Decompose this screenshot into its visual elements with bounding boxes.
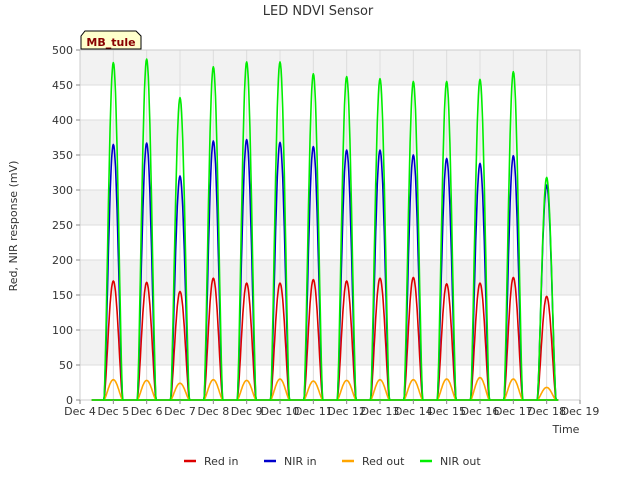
x-tick-label: Dec 14 xyxy=(394,405,433,418)
y-tick-label: 400 xyxy=(52,114,73,127)
x-tick-label: Dec 19 xyxy=(561,405,600,418)
x-tick-label: Dec 17 xyxy=(494,405,533,418)
gridlines xyxy=(79,49,581,401)
y-tick-label: 250 xyxy=(52,219,73,232)
chart-title: LED NDVI Sensor xyxy=(263,4,374,19)
x-tick-label: Dec 12 xyxy=(327,405,366,418)
y-tick-label: 450 xyxy=(52,79,73,92)
legend-item: Red in xyxy=(184,455,238,468)
y-tick-label: 200 xyxy=(52,254,73,267)
site-badge-label: MB_tule xyxy=(86,36,135,49)
x-tick-label: Dec 10 xyxy=(261,405,300,418)
x-tick-label: Dec 11 xyxy=(294,405,333,418)
plot-band xyxy=(80,260,580,295)
y-tick-label: 150 xyxy=(52,289,73,302)
x-tick-label: Dec 16 xyxy=(461,405,500,418)
x-tick-label: Dec 9 xyxy=(231,405,263,418)
legend-label: Red in xyxy=(204,455,238,468)
legend-item: Red out xyxy=(342,455,405,468)
y-tick-label: 300 xyxy=(52,184,73,197)
series-line xyxy=(102,58,558,401)
legend-label: NIR in xyxy=(284,455,317,468)
x-tick-label: Dec 5 xyxy=(97,405,129,418)
plot-bands xyxy=(80,50,580,365)
x-tick-label: Dec 13 xyxy=(361,405,400,418)
series-line xyxy=(102,376,558,401)
y-tick-label: 500 xyxy=(52,44,73,57)
y-axis-label: Red, NIR response (mV) xyxy=(7,161,20,292)
plot-band xyxy=(80,330,580,365)
series-layer xyxy=(91,58,559,401)
x-tick-label: Dec 6 xyxy=(131,405,163,418)
legend-item: NIR in xyxy=(264,455,317,468)
y-tick-label: 100 xyxy=(52,324,73,337)
x-tick-label: Dec 4 xyxy=(64,405,96,418)
y-tick-label: 50 xyxy=(59,359,73,372)
series-line xyxy=(102,276,558,401)
series-line xyxy=(102,138,558,401)
plot-band xyxy=(80,190,580,225)
plot-band xyxy=(80,120,580,155)
x-tick-label: Dec 15 xyxy=(427,405,466,418)
x-tick-label: Dec 18 xyxy=(527,405,566,418)
x-axis-label: Time xyxy=(552,423,580,436)
y-tick-label: 0 xyxy=(66,394,73,407)
y-axis: 0 50 100 150 200 250 300 350 400 450 500 xyxy=(52,44,80,407)
legend-item: NIR out xyxy=(420,455,481,468)
site-badge: MB_tule xyxy=(80,30,142,50)
x-tick-label: Dec 8 xyxy=(197,405,229,418)
legend-label: Red out xyxy=(362,455,405,468)
x-tick-label: Dec 7 xyxy=(164,405,196,418)
site-badge-box xyxy=(80,30,142,50)
legend-label: NIR out xyxy=(440,455,481,468)
series-nir-out xyxy=(91,58,559,401)
plot-band xyxy=(80,50,580,85)
y-tick-label: 350 xyxy=(52,149,73,162)
legend: Red in NIR in Red out NIR out xyxy=(184,455,481,468)
